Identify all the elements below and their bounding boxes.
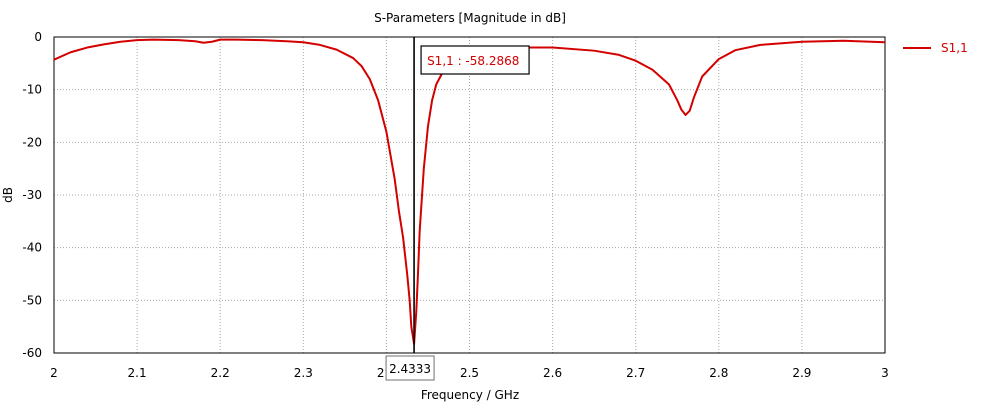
marker-x-readout[interactable]: 2.4333	[385, 355, 435, 381]
series-line-s11	[53, 38, 886, 345]
legend: S1,1	[903, 41, 968, 55]
marker-x-readout-label: 2.4333	[389, 362, 431, 376]
y-tick-label: -60	[22, 346, 42, 360]
marker-value-box[interactable]: S1,1 : -58.2868	[420, 45, 530, 75]
grid-lines	[54, 37, 885, 353]
x-tick-label: 2.9	[792, 366, 811, 380]
y-tick-label: -40	[22, 241, 42, 255]
x-tick-label: 2.8	[709, 366, 728, 380]
x-tick-label: 2	[50, 366, 58, 380]
y-tick-label: 0	[34, 30, 42, 44]
x-tick-label: 2.3	[294, 366, 313, 380]
marker-x-readout-frame	[385, 355, 435, 381]
y-tick-label: -10	[22, 83, 42, 97]
y-tick-label: -50	[22, 293, 42, 307]
x-tick-label: 2.1	[128, 366, 147, 380]
y-tick-label: -20	[22, 135, 42, 149]
x-tick-label: 2.7	[626, 366, 645, 380]
y-tick-labels: 0 -10 -20 -30 -40 -50 -60	[22, 30, 42, 360]
plot-area-frame	[53, 36, 886, 354]
x-tick-label: 3	[881, 366, 889, 380]
x-tick-label: 2.2	[211, 366, 230, 380]
series-lines	[53, 38, 886, 345]
y-tick-label: -30	[22, 188, 42, 202]
y-axis-title: dB	[1, 187, 15, 203]
x-tick-label: 2.6	[543, 366, 562, 380]
marker-value-label: S1,1 : -58.2868	[427, 54, 519, 68]
chart-title: S-Parameters [Magnitude in dB]	[374, 11, 566, 25]
x-axis-title: Frequency / GHz	[421, 388, 519, 402]
marker-value-box-frame	[420, 45, 530, 75]
legend-label-s11: S1,1	[941, 41, 968, 55]
x-tick-label: 2.5	[460, 366, 479, 380]
